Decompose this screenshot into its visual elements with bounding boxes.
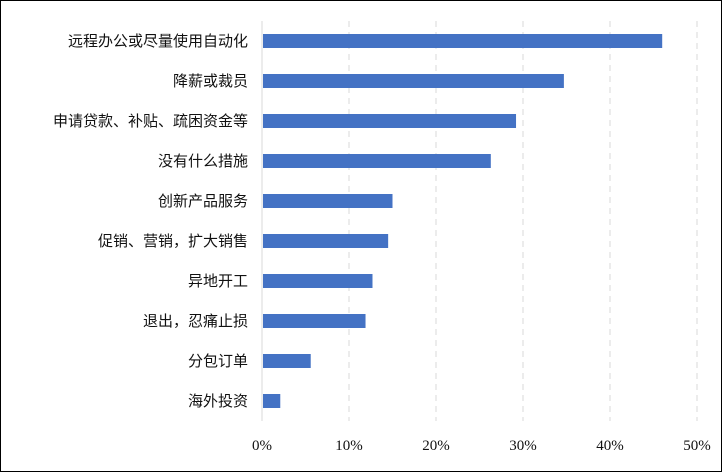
bar (263, 74, 564, 88)
x-tick-label: 10% (335, 438, 363, 454)
bar (263, 154, 491, 168)
bar (263, 274, 373, 288)
category-label: 没有什么措施 (158, 152, 248, 170)
bar (263, 34, 663, 48)
x-tick-label: 30% (509, 438, 537, 454)
bar (263, 314, 366, 328)
category-label: 促销、营销，扩大销售 (98, 232, 248, 250)
x-tick-label: 0% (252, 438, 272, 454)
category-label: 申请贷款、补贴、疏困资金等 (53, 112, 248, 130)
x-tick-label: 40% (596, 438, 624, 454)
category-label: 退出，忍痛止损 (143, 312, 248, 330)
x-tick-label: 50% (683, 438, 711, 454)
bar (263, 194, 393, 208)
bar (263, 354, 311, 368)
category-label: 分包订单 (188, 352, 248, 370)
bar (263, 394, 281, 408)
category-label-layer: 远程办公或尽量使用自动化降薪或裁员申请贷款、补贴、疏困资金等没有什么措施创新产品… (53, 32, 248, 410)
category-label: 异地开工 (188, 272, 248, 290)
category-label: 海外投资 (188, 392, 248, 410)
bar (263, 234, 389, 248)
category-label: 降薪或裁员 (173, 72, 248, 90)
x-tick-label: 20% (422, 438, 450, 454)
category-label: 创新产品服务 (158, 192, 248, 210)
x-tick-layer: 0% 10% 20% 30% 40% 50% (252, 438, 711, 454)
bar (263, 114, 517, 128)
bar-layer (263, 34, 663, 408)
category-label: 远程办公或尽量使用自动化 (68, 32, 248, 50)
